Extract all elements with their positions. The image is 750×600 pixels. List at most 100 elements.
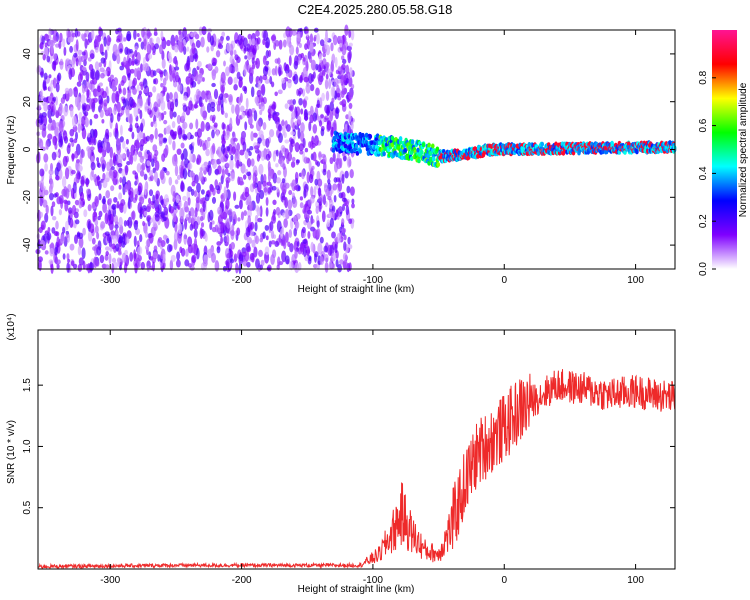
spectrogram-cell — [346, 185, 351, 194]
spectrogram-cell — [127, 196, 131, 209]
spectrogram-cell — [198, 170, 204, 182]
spectrogram-cell — [152, 78, 157, 85]
colorbar-tick-label: 0.4 — [698, 166, 709, 180]
spectrogram-cell — [265, 207, 269, 217]
spectrogram-cell — [420, 149, 424, 155]
spectrogram-cell — [171, 121, 176, 129]
spectrogram-cell — [176, 114, 181, 125]
spectrogram-cell — [351, 198, 355, 205]
spectrogram-cell — [205, 148, 210, 157]
spectrogram-cell — [182, 168, 188, 180]
colorbar-tick-label: 0.8 — [698, 70, 709, 84]
spectrogram-cell — [292, 98, 296, 105]
spectrogram-cell — [221, 122, 225, 130]
spectrogram-cell — [278, 132, 283, 143]
spectrogram-cell — [195, 118, 199, 130]
spectrogram-cell — [289, 104, 294, 112]
spectrogram-cell — [261, 156, 265, 161]
spectrogram-cell — [115, 243, 120, 252]
spectrogram-cell — [306, 209, 312, 215]
spectrogram-cell — [147, 107, 152, 115]
spectrogram-cell — [50, 205, 54, 217]
spectrogram-cell — [277, 57, 281, 65]
spectrogram-cell — [179, 246, 183, 254]
spectrogram-cell — [131, 131, 135, 140]
spectrogram-cell — [341, 63, 346, 71]
spectrogram-cell — [350, 121, 354, 131]
spectrogram-cell — [186, 46, 190, 52]
spectrogram-cell — [333, 177, 338, 183]
spectrogram-cell — [134, 172, 139, 180]
spectrogram-cell — [241, 131, 247, 139]
snr-x-axis: -300 -200 -100 0 100 — [100, 330, 644, 586]
spectrogram-cell — [66, 262, 70, 273]
spectrogram-cell — [37, 256, 43, 263]
spectrogram-cell — [270, 230, 275, 239]
spectrogram-cell — [233, 76, 238, 85]
spectrogram-cell — [207, 248, 213, 259]
spectrogram-cell — [139, 170, 145, 177]
spectrogram-cell — [172, 111, 177, 118]
spectrogram-cell — [44, 42, 48, 48]
spectrogram-cell — [55, 220, 59, 230]
spectrogram-cell — [265, 153, 271, 161]
spectrogram-cell — [54, 246, 58, 256]
spectrogram-cell — [307, 231, 311, 239]
spectrogram-cell — [149, 174, 154, 182]
spectrogram-cell — [163, 86, 168, 93]
spectrogram-cell — [189, 134, 194, 140]
spectrogram-cell — [408, 145, 412, 151]
spectrogram-cell — [58, 120, 64, 129]
spectrogram-cell — [202, 110, 208, 121]
spectrogram-cell — [146, 41, 150, 52]
spectrogram-cell — [113, 106, 117, 115]
spectrogram-cell — [281, 77, 286, 84]
spectrogram-cell — [164, 71, 169, 81]
spectrogram-cell — [185, 248, 189, 258]
spectrogram-cell — [101, 51, 105, 56]
spectrogram-cell — [183, 200, 189, 213]
spectrogram-cell — [283, 218, 288, 228]
spectrogram-cell — [46, 55, 51, 63]
spectrogram-cell — [311, 135, 315, 145]
spectrogram-cell — [176, 175, 181, 180]
spectrogram-cell — [204, 193, 210, 202]
spectrogram-cell — [252, 132, 258, 138]
spectrogram-cell — [181, 115, 185, 124]
spectrogram-cell — [287, 99, 293, 105]
spectrogram-cell — [111, 166, 115, 171]
spectrogram-cell — [173, 201, 178, 210]
spectrogram-cell — [186, 76, 191, 85]
y-tick-label: 1.0 — [22, 439, 33, 453]
spectrogram-cell — [215, 50, 221, 58]
spectrogram-cell — [100, 72, 105, 79]
spectrogram-cell — [259, 237, 263, 243]
spectrogram-cell — [102, 202, 107, 214]
spectrogram-cell — [49, 243, 54, 249]
spectrogram-cell — [140, 261, 146, 270]
spectrogram-cell — [121, 168, 127, 177]
spectrogram-cell — [202, 105, 206, 112]
spectrogram-cell — [256, 206, 261, 217]
spectrogram-cell — [87, 57, 92, 62]
spectrogram-cell — [77, 49, 83, 56]
spectrogram-cell — [89, 79, 95, 85]
spectrogram-cell — [336, 232, 342, 244]
spectrogram-cell — [193, 220, 199, 230]
spectrogram-cell — [315, 205, 319, 215]
spectrogram-cell — [70, 169, 76, 175]
spectrogram-cell — [154, 127, 158, 140]
spectrogram-cell — [276, 187, 280, 193]
spectrogram-cell — [71, 204, 77, 216]
spectrogram-cell — [332, 183, 338, 191]
spectrogram-cell — [129, 48, 133, 54]
spectrogram-cell — [293, 185, 298, 191]
spectrogram-cell — [94, 61, 100, 71]
spectrogram-cell — [311, 165, 315, 171]
spectrogram-cell — [136, 125, 141, 134]
spectrogram-cell — [94, 225, 99, 234]
spectrogram-cell — [284, 103, 289, 109]
spectrogram-cell — [182, 133, 188, 140]
spectrogram-cell — [262, 65, 269, 77]
spectrogram-cell — [168, 135, 172, 145]
